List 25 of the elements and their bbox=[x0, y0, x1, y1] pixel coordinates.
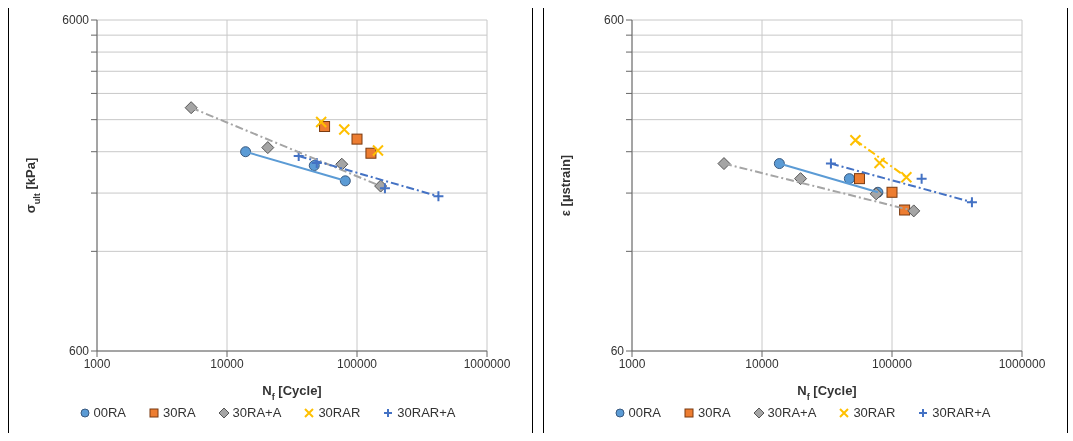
x-tick-label: 100000 bbox=[871, 356, 913, 371]
legend-label: 00RA bbox=[93, 405, 127, 420]
x-axis-title: N$_{f}$ [Cycle] bbox=[262, 383, 322, 402]
legend-label: 30RAR+A bbox=[932, 405, 991, 420]
legend-label: 30RAR bbox=[318, 405, 361, 420]
legend-label: 30RA bbox=[698, 405, 731, 420]
y-tick-label: 600 bbox=[603, 13, 625, 28]
y-tick-label: 6000 bbox=[62, 13, 90, 28]
legend-label: 30RAR+A bbox=[397, 405, 456, 420]
x-axis-title: N$_{f}$ [Cycle] bbox=[797, 383, 857, 402]
x-tick-label: 1000 bbox=[83, 356, 111, 371]
x-tick-label: 1000 bbox=[618, 356, 646, 371]
legend-label: 30RA bbox=[163, 405, 196, 420]
y-axis-title: ε [µstrain] bbox=[558, 154, 573, 217]
x-tick-label: 10000 bbox=[210, 356, 245, 371]
x-tick-label: 10000 bbox=[745, 356, 780, 371]
x-tick-label: 1000000 bbox=[998, 356, 1046, 371]
legend-label: 30RAR bbox=[853, 405, 896, 420]
y-tick-label: 600 bbox=[68, 344, 90, 359]
legend-label: 30RA+A bbox=[232, 405, 282, 420]
y-tick-label: 60 bbox=[610, 344, 625, 359]
legend-label: 30RA+A bbox=[767, 405, 817, 420]
x-tick-label: 1000000 bbox=[463, 356, 511, 371]
x-tick-label: 100000 bbox=[336, 356, 378, 371]
legend-label: 00RA bbox=[628, 405, 662, 420]
